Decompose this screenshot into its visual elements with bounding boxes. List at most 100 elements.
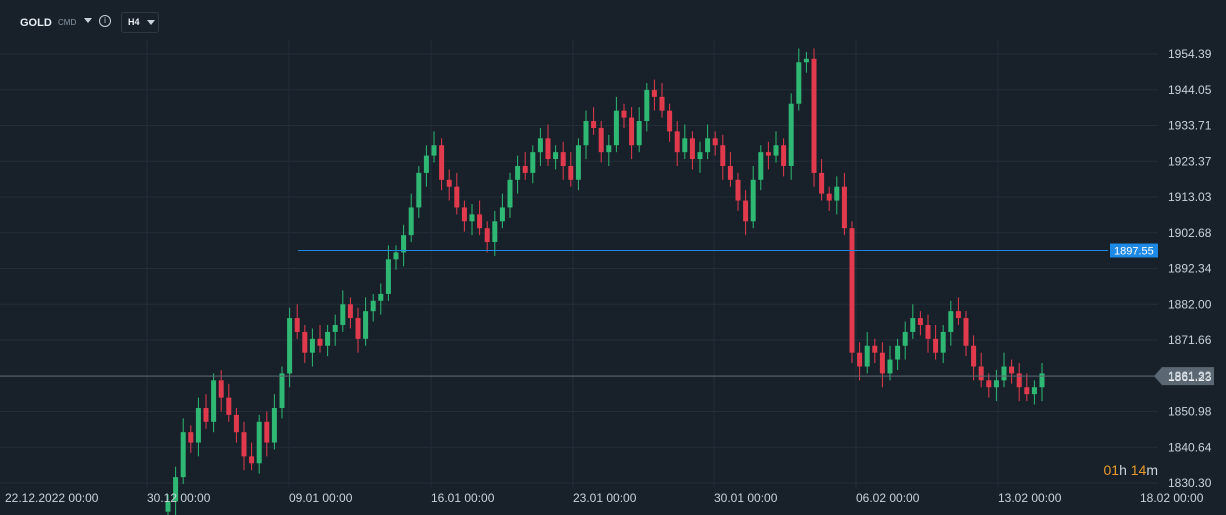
y-tick-label: 1861.32	[1168, 369, 1212, 383]
candle-bullish	[1001, 366, 1007, 381]
candle-bearish	[879, 352, 885, 374]
candle-bullish	[583, 121, 589, 146]
candle-bullish	[431, 145, 437, 156]
candle-bearish	[689, 138, 695, 160]
candle-bullish	[340, 304, 346, 326]
candle-bearish	[1016, 373, 1022, 388]
grid-lines	[0, 40, 1158, 488]
info-icon[interactable]: i	[99, 15, 111, 27]
candle-bearish	[355, 318, 361, 339]
candle-bearish	[302, 331, 308, 353]
candle-bearish	[971, 345, 977, 367]
candle-bullish	[758, 152, 764, 180]
candle-bullish	[887, 359, 893, 374]
candle-bearish	[294, 318, 300, 332]
candles	[165, 48, 1045, 515]
candle-bullish	[332, 325, 338, 332]
candle-bearish	[811, 58, 817, 173]
candle-bullish	[606, 145, 612, 153]
candle-bullish	[1039, 373, 1045, 388]
candle-bearish	[933, 338, 939, 353]
candle-bullish	[1031, 387, 1037, 395]
candle-bearish	[188, 432, 194, 443]
candle-bullish	[697, 152, 703, 160]
candle-bullish	[910, 318, 916, 332]
candle-bullish	[401, 235, 407, 253]
candle-bearish	[674, 131, 680, 153]
candle-bullish	[773, 145, 779, 156]
y-tick-label: 1850.98	[1168, 405, 1212, 419]
current-price-tag	[1154, 367, 1214, 386]
y-tick-label: 1892.34	[1168, 262, 1212, 276]
symbol-dropdown-chevron-icon[interactable]	[84, 18, 92, 23]
candle-bullish	[416, 172, 422, 208]
candle-bullish	[803, 58, 809, 63]
timeframe-selector[interactable]: H4	[121, 12, 159, 33]
candle-bearish	[629, 117, 635, 146]
chart-toolbar: GOLD CMD i H4	[0, 0, 1226, 44]
candle-bullish	[469, 214, 475, 222]
candle-countdown: 01h 14m	[1103, 462, 1158, 478]
candle-bearish	[568, 165, 574, 180]
candle-bearish	[849, 228, 855, 353]
overlays: 1897.55 1861.23	[0, 243, 1214, 386]
candle-bearish	[857, 352, 863, 367]
candle-bearish	[484, 228, 490, 243]
candle-bearish	[317, 338, 323, 346]
candle-bearish	[591, 121, 597, 128]
y-tick-label: 1913.03	[1168, 190, 1212, 204]
candle-bearish	[781, 145, 787, 166]
x-tick-label: 09.01 00:00	[289, 491, 353, 505]
candle-bearish	[249, 456, 255, 464]
x-tick-label: 18.02 00:00	[1140, 491, 1204, 505]
candle-bullish	[173, 477, 179, 502]
candle-bearish	[347, 304, 353, 319]
candle-bullish	[796, 62, 802, 104]
symbol-name[interactable]: GOLD	[20, 17, 52, 29]
candle-bearish	[218, 380, 224, 398]
candle-bullish	[408, 207, 414, 236]
candle-bearish	[712, 138, 718, 146]
candle-bearish	[819, 172, 825, 194]
candle-bearish	[1009, 366, 1015, 374]
x-tick-label: 22.12.2022 00:00	[5, 491, 99, 505]
x-tick-label: 30.01 00:00	[714, 491, 778, 505]
candle-bullish	[507, 179, 513, 208]
candle-bullish	[705, 138, 711, 153]
y-tick-label: 1944.05	[1168, 83, 1212, 97]
candle-bullish	[378, 293, 384, 301]
candle-bearish	[826, 193, 832, 201]
timeframe-chevron-down-icon	[147, 20, 155, 25]
candle-bullish	[895, 345, 901, 360]
candle-bullish	[279, 373, 285, 408]
candle-bearish	[226, 397, 232, 415]
countdown-m: m	[1146, 462, 1158, 478]
y-tick-label: 1830.30	[1168, 476, 1212, 490]
candle-bearish	[925, 325, 931, 339]
candle-bullish	[499, 207, 505, 222]
candle-bearish	[598, 127, 604, 153]
x-tick-label: 30.12 00:00	[147, 491, 211, 505]
candle-bearish	[720, 145, 726, 166]
candle-bearish	[978, 366, 984, 381]
candle-bullish	[644, 89, 650, 122]
y-tick-label: 1933.71	[1168, 119, 1212, 133]
candle-bearish	[241, 432, 247, 457]
candle-bearish	[955, 311, 961, 319]
candle-bullish	[492, 221, 498, 243]
candle-bearish	[651, 89, 657, 97]
candle-bullish	[834, 186, 840, 201]
candle-bearish	[963, 318, 969, 346]
x-axis: 22.12.2022 00:00 30.12 00:00 09.01 00:00 16…	[5, 491, 1204, 505]
countdown-h: h	[1119, 462, 1127, 478]
x-tick-label: 06.02 00:00	[856, 491, 920, 505]
candle-bearish	[917, 318, 923, 326]
candle-bullish	[788, 103, 794, 166]
y-tick-label: 1840.64	[1168, 440, 1212, 454]
candle-bullish	[271, 407, 277, 443]
candle-bearish	[735, 179, 741, 201]
candle-bearish	[986, 380, 992, 388]
candle-bearish	[264, 421, 270, 443]
candle-bullish	[393, 252, 399, 260]
